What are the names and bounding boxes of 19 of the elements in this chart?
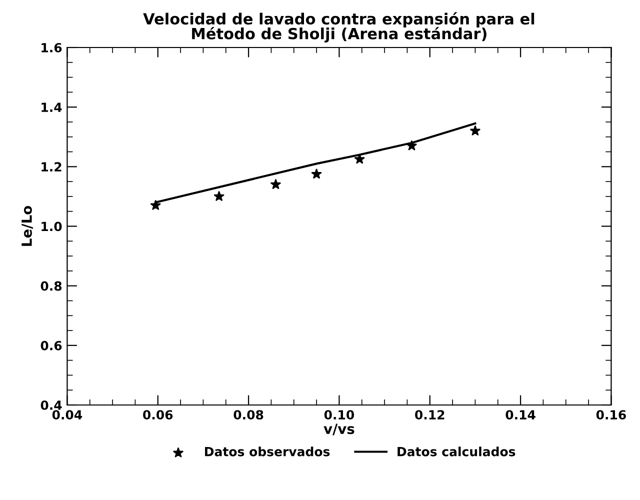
y-tick-label: 1.4 xyxy=(42,102,62,112)
legend-label: Datos calculados xyxy=(398,446,516,456)
x-tick-label: 0.06 xyxy=(143,410,173,420)
x-tick-label: 0.12 xyxy=(415,410,444,420)
x-axis-title: v/vs xyxy=(324,424,354,436)
x-tick-label: 0.14 xyxy=(506,410,536,420)
x-tick-label: 0.04 xyxy=(52,410,82,420)
chart-title: Velocidad de lavado contra expansión para el Método de Sholji (Arena estándar) xyxy=(143,12,534,42)
y-tick-label: 1.0 xyxy=(42,222,62,232)
y-tick-label: 1.2 xyxy=(42,162,62,172)
x-tick-label: 0.16 xyxy=(596,410,626,420)
legend-label: Datos observados xyxy=(205,446,330,456)
y-tick-label: 1.6 xyxy=(42,42,62,52)
x-tick-label: 0.10 xyxy=(324,410,354,420)
y-tick-label: 0.8 xyxy=(40,281,62,291)
y-tick-label: 0.4 xyxy=(40,400,62,410)
x-tick-label: 0.08 xyxy=(234,410,264,420)
y-tick-label: 0.6 xyxy=(40,340,62,350)
y-axis-title: Le/Lo xyxy=(22,206,34,246)
